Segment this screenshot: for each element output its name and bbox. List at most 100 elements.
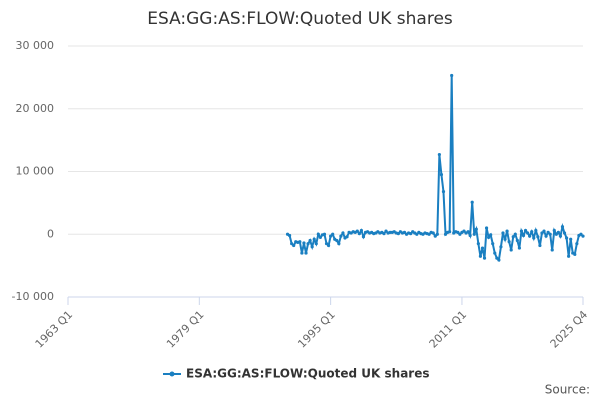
- point: [558, 234, 563, 238]
- point: [302, 241, 306, 245]
- point: [544, 234, 548, 238]
- point: [448, 230, 452, 234]
- point: [384, 229, 388, 233]
- point: [433, 234, 437, 238]
- x-tick-label: 2011 Q1: [427, 308, 470, 351]
- point: [290, 242, 294, 246]
- point: [300, 251, 304, 255]
- point: [552, 228, 556, 233]
- point: [331, 232, 335, 236]
- point: [439, 173, 444, 177]
- point: [550, 248, 554, 252]
- point: [523, 228, 528, 233]
- point: [487, 235, 491, 239]
- point: [579, 232, 583, 236]
- point: [528, 234, 532, 238]
- point: [532, 236, 536, 240]
- point: [519, 229, 524, 233]
- point: [501, 231, 505, 235]
- x-tick-label: 1979 Q1: [164, 308, 207, 351]
- point: [538, 243, 542, 248]
- point: [493, 251, 497, 255]
- point: [562, 231, 567, 235]
- point: [355, 229, 359, 233]
- legend-marker: [169, 371, 175, 377]
- point: [292, 243, 296, 248]
- point: [312, 237, 316, 241]
- point: [308, 238, 312, 243]
- point: [435, 232, 439, 236]
- point: [505, 229, 509, 233]
- series-line: [287, 75, 584, 262]
- chart-title: ESA:GG:AS:FLOW:Quoted UK shares: [147, 9, 453, 29]
- point: [511, 235, 515, 239]
- legend-label: ESA:GG:AS:FLOW:Quoted UK shares: [186, 367, 430, 381]
- point: [287, 233, 292, 238]
- point: [569, 237, 573, 241]
- point: [326, 243, 331, 248]
- point: [513, 232, 517, 236]
- point: [409, 232, 413, 236]
- point: [548, 232, 552, 236]
- point: [480, 246, 485, 250]
- point: [339, 234, 343, 238]
- point: [468, 233, 472, 238]
- point: [431, 231, 435, 235]
- point: [396, 232, 400, 236]
- point: [530, 230, 534, 234]
- point: [575, 242, 579, 246]
- point: [542, 229, 546, 233]
- point: [489, 233, 493, 237]
- point: [316, 232, 320, 236]
- point: [526, 231, 530, 235]
- point: [554, 232, 558, 236]
- point: [466, 230, 470, 234]
- point: [482, 256, 487, 260]
- point: [564, 236, 569, 240]
- x-tick-label: 1963 Q1: [33, 308, 76, 351]
- point: [534, 228, 538, 233]
- y-tick-label: 0: [47, 227, 54, 240]
- point: [450, 73, 454, 78]
- point: [337, 242, 341, 246]
- point: [556, 230, 560, 234]
- point: [437, 152, 441, 157]
- y-tick-label: 20 000: [16, 102, 55, 115]
- point: [310, 245, 314, 249]
- point: [441, 189, 446, 194]
- point: [536, 235, 540, 239]
- point: [402, 230, 407, 234]
- point: [359, 228, 364, 233]
- x-tick-label: 2025 Q4: [548, 308, 591, 351]
- point: [470, 200, 474, 204]
- point: [495, 256, 499, 260]
- point: [517, 246, 521, 250]
- point: [491, 242, 495, 246]
- point: [458, 232, 462, 236]
- point: [361, 235, 366, 239]
- point: [304, 251, 308, 255]
- point: [499, 245, 503, 249]
- point: [478, 254, 483, 258]
- point: [503, 237, 507, 241]
- point: [509, 248, 513, 252]
- y-tick-label: -10 000: [12, 290, 54, 303]
- point: [341, 231, 345, 235]
- point: [335, 238, 339, 243]
- point: [306, 242, 310, 246]
- point: [462, 229, 466, 233]
- point: [560, 225, 565, 229]
- point: [324, 242, 329, 246]
- source: Source:: [545, 383, 590, 397]
- point: [357, 232, 361, 236]
- point: [314, 242, 318, 246]
- point: [427, 232, 431, 236]
- point: [515, 238, 519, 243]
- point: [497, 258, 501, 262]
- point: [472, 232, 476, 236]
- point: [382, 232, 386, 236]
- point: [456, 230, 460, 234]
- point: [484, 226, 489, 230]
- point: [415, 232, 419, 236]
